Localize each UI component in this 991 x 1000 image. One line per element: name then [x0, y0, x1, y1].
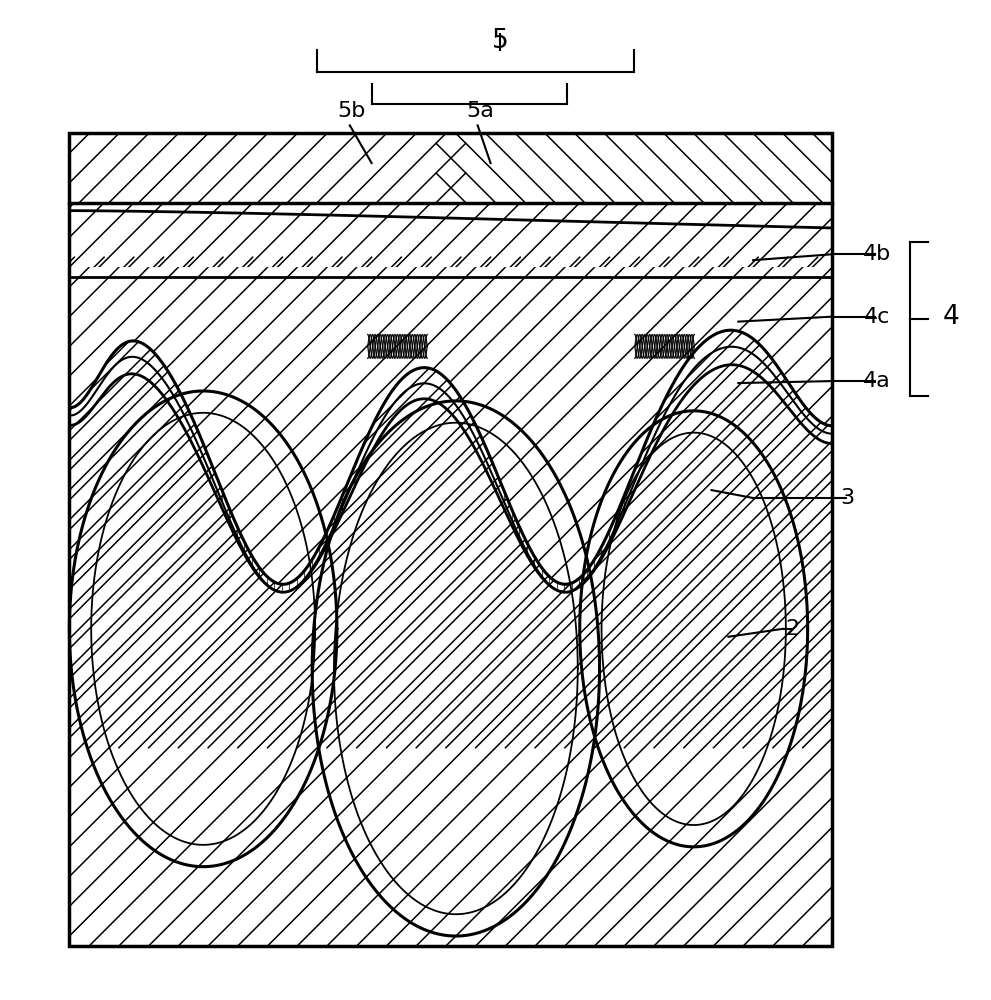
Bar	[69, 203, 832, 277]
Text: 4: 4	[943, 304, 959, 330]
Bar	[69, 133, 832, 203]
Text: 4b: 4b	[863, 244, 891, 264]
Polygon shape	[69, 277, 832, 584]
Text: 5a: 5a	[467, 101, 495, 121]
Text: 5: 5	[493, 28, 508, 54]
Bar	[69, 133, 832, 946]
Text: 4c: 4c	[864, 307, 890, 327]
Text: 2: 2	[786, 619, 800, 639]
Text: 4a: 4a	[863, 371, 891, 391]
Text: 5b: 5b	[338, 101, 366, 121]
Bar	[69, 133, 832, 946]
Text: 3: 3	[840, 488, 854, 508]
Polygon shape	[69, 267, 832, 584]
